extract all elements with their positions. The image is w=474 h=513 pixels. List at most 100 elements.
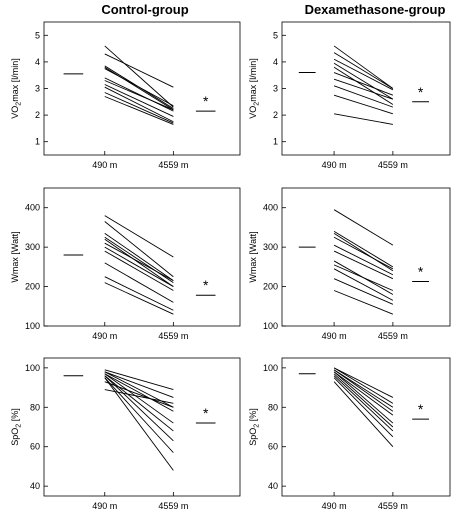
subject-line-11 (333, 290, 394, 315)
subject-line-7 (333, 373, 394, 428)
subject-line-3 (333, 232, 394, 272)
subject-line-9 (333, 377, 394, 438)
subject-line-4 (333, 236, 394, 270)
y-tick-label: 200 (25, 282, 40, 292)
significance-star: * (418, 401, 424, 417)
subject-line-5 (104, 68, 174, 107)
subject-line-4 (333, 369, 394, 412)
y-tick-label: 400 (263, 203, 278, 213)
y-axis-label: Wmax [Watt] (248, 231, 258, 282)
control-group-title: Control-group (101, 2, 189, 17)
subject-line-10 (333, 381, 394, 448)
subject-line-2 (104, 221, 174, 278)
y-tick-label: 2 (35, 110, 40, 120)
y-tick-label: 2 (273, 110, 278, 120)
y-tick-label: 60 (30, 442, 40, 452)
significance-star: * (203, 277, 209, 293)
subject-line-11 (104, 282, 174, 315)
subject-line-7 (104, 375, 174, 442)
subject-line-9 (104, 377, 174, 471)
subject-line-8 (333, 264, 394, 291)
subject-line-7 (104, 246, 174, 287)
plot-frame (43, 357, 241, 497)
y-tick-label: 4 (35, 57, 40, 67)
subject-line-2 (333, 230, 394, 268)
subject-line-1 (333, 209, 394, 246)
subject-line-6 (333, 72, 394, 96)
y-tick-label: 100 (263, 363, 278, 373)
y-tick-label: 3 (273, 84, 278, 94)
y-axis-label: SpO2 [%] (10, 408, 23, 445)
y-tick-label: 100 (25, 321, 40, 331)
subject-line-8 (104, 250, 174, 291)
significance-star: * (203, 93, 209, 109)
subject-line-9 (333, 268, 394, 301)
y-tick-label: 100 (263, 321, 278, 331)
subject-line-10 (333, 113, 393, 125)
x-tick-label: 4559 m (378, 331, 408, 341)
subject-line-5 (333, 66, 394, 105)
subject-line-6 (333, 250, 394, 280)
y-tick-label: 80 (30, 402, 40, 412)
dexamethasone-group-title: Dexamethasone-group (304, 2, 446, 17)
significance-star: * (418, 263, 424, 279)
y-axis-label: SpO2 [%] (248, 408, 261, 445)
y-axis-label-subscript: 2 (254, 424, 261, 428)
subject-line-6 (333, 371, 394, 424)
subject-line-6 (104, 77, 174, 112)
y-axis-label-rest: [%] (248, 408, 258, 424)
y-tick-label: 4 (273, 57, 278, 67)
y-axis-label-rest: max [l/min] (10, 58, 20, 102)
subject-line-6 (104, 375, 174, 432)
y-axis-label-rest: max [l/min] (248, 58, 258, 102)
chart-panel-5: 40 60 80 100 490 m 4559 m SpO2 [%] * (10, 357, 241, 511)
subject-line-4 (104, 373, 174, 412)
subject-line-10 (333, 278, 394, 305)
y-axis-label: Wmax [Watt] (10, 231, 20, 282)
x-tick-label: 490 m (92, 501, 117, 511)
x-tick-label: 490 m (322, 160, 347, 170)
y-tick-label: 1 (35, 137, 40, 147)
chart-panel-6: 40 60 80 100 490 m 4559 m SpO2 [%] * (248, 357, 451, 511)
y-axis-label-rest: [%] (10, 408, 20, 424)
significance-star: * (418, 84, 424, 100)
subject-line-9 (333, 94, 394, 115)
y-axis-label: VO2max [l/min] (248, 58, 261, 118)
subject-line-5 (333, 244, 394, 276)
subject-line-11 (104, 96, 174, 125)
y-tick-label: 300 (263, 242, 278, 252)
subject-line-7 (333, 78, 394, 100)
y-axis-label-main: Wmax [Watt] (248, 231, 258, 282)
subject-line-2 (333, 52, 394, 89)
subject-line-5 (333, 371, 394, 416)
subject-line-7 (104, 80, 174, 111)
y-axis-label-subscript: 2 (254, 102, 261, 106)
y-axis-label-main: VO (10, 106, 20, 119)
subject-line-1 (104, 369, 174, 390)
y-tick-label: 400 (25, 203, 40, 213)
x-tick-label: 490 m (92, 160, 117, 170)
subject-line-5 (104, 373, 174, 424)
subject-line-3 (333, 58, 394, 91)
subject-line-2 (104, 53, 174, 88)
significance-star: * (203, 405, 209, 421)
y-axis-label-subscript: 2 (16, 424, 23, 428)
subject-line-4 (104, 236, 174, 284)
y-tick-label: 300 (25, 242, 40, 252)
chart-panel-3: 100 200 300 400 490 m 4559 m Wmax [Watt] * (10, 187, 241, 341)
subject-line-10 (104, 276, 174, 311)
x-tick-label: 4559 m (158, 331, 188, 341)
y-tick-label: 3 (35, 84, 40, 94)
x-tick-label: 4559 m (378, 160, 408, 170)
y-tick-label: 5 (273, 30, 278, 40)
y-axis-label-main: SpO (10, 428, 20, 446)
subject-line-6 (104, 242, 174, 282)
plot-frame (281, 357, 451, 497)
subject-line-9 (104, 262, 174, 303)
subject-line-10 (104, 381, 174, 408)
x-tick-label: 490 m (322, 501, 347, 511)
y-axis-label-subscript: 2 (16, 102, 23, 106)
